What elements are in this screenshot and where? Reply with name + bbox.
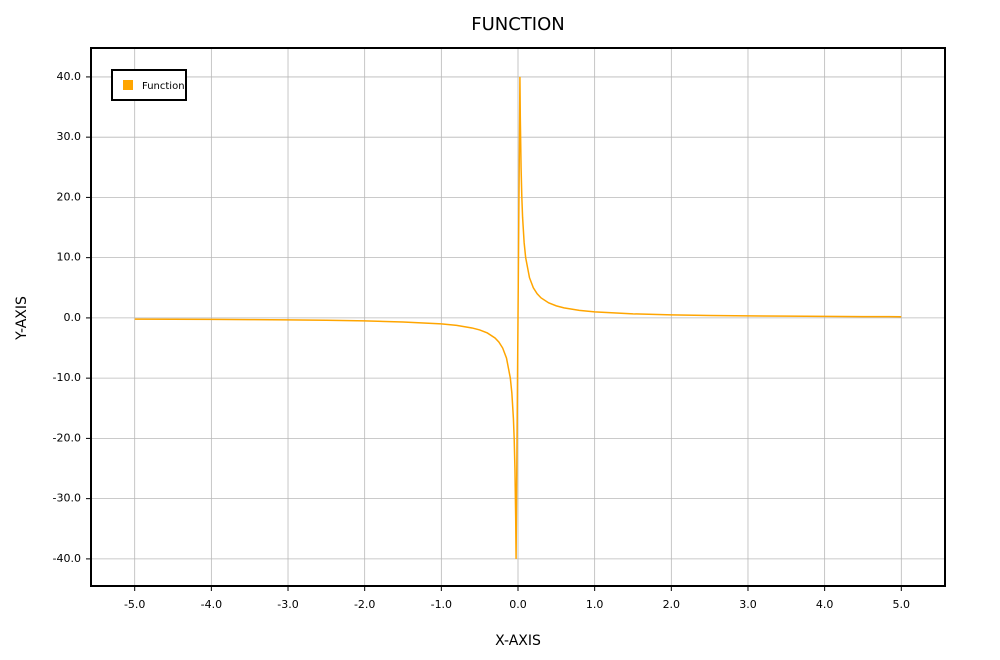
y-tick-label: 40.0 [57,70,82,83]
legend: Function [111,69,187,101]
x-tick-label: -5.0 [124,598,145,611]
x-tick-label: 3.0 [739,598,757,611]
x-tick-label: 2.0 [663,598,681,611]
y-tick-label: 30.0 [57,130,82,143]
y-tick-label: -10.0 [53,371,81,384]
plot-frame [90,47,946,587]
line-series [134,76,902,559]
x-tick-label: 0.0 [509,598,527,611]
x-tick-label: -2.0 [354,598,375,611]
y-tick-label: 10.0 [57,251,82,264]
x-tick-label: 4.0 [816,598,834,611]
chart-title: FUNCTION [471,14,565,35]
x-tick-label: 1.0 [586,598,604,611]
y-tick-label: -20.0 [53,431,81,444]
y-axis-label: Y-AXIS [14,296,30,341]
y-tick-label: -30.0 [53,492,81,505]
x-tick-label: -1.0 [431,598,452,611]
x-axis-label: X-AXIS [495,633,541,649]
x-tick-label: -3.0 [277,598,298,611]
y-tick-label: 0.0 [64,311,82,324]
legend-swatch [123,80,133,90]
y-tick-label: -40.0 [53,552,81,565]
y-tick-label: 20.0 [57,190,82,203]
x-tick-label: 5.0 [893,598,911,611]
x-tick-label: -4.0 [201,598,222,611]
legend-label: Function [142,81,185,92]
